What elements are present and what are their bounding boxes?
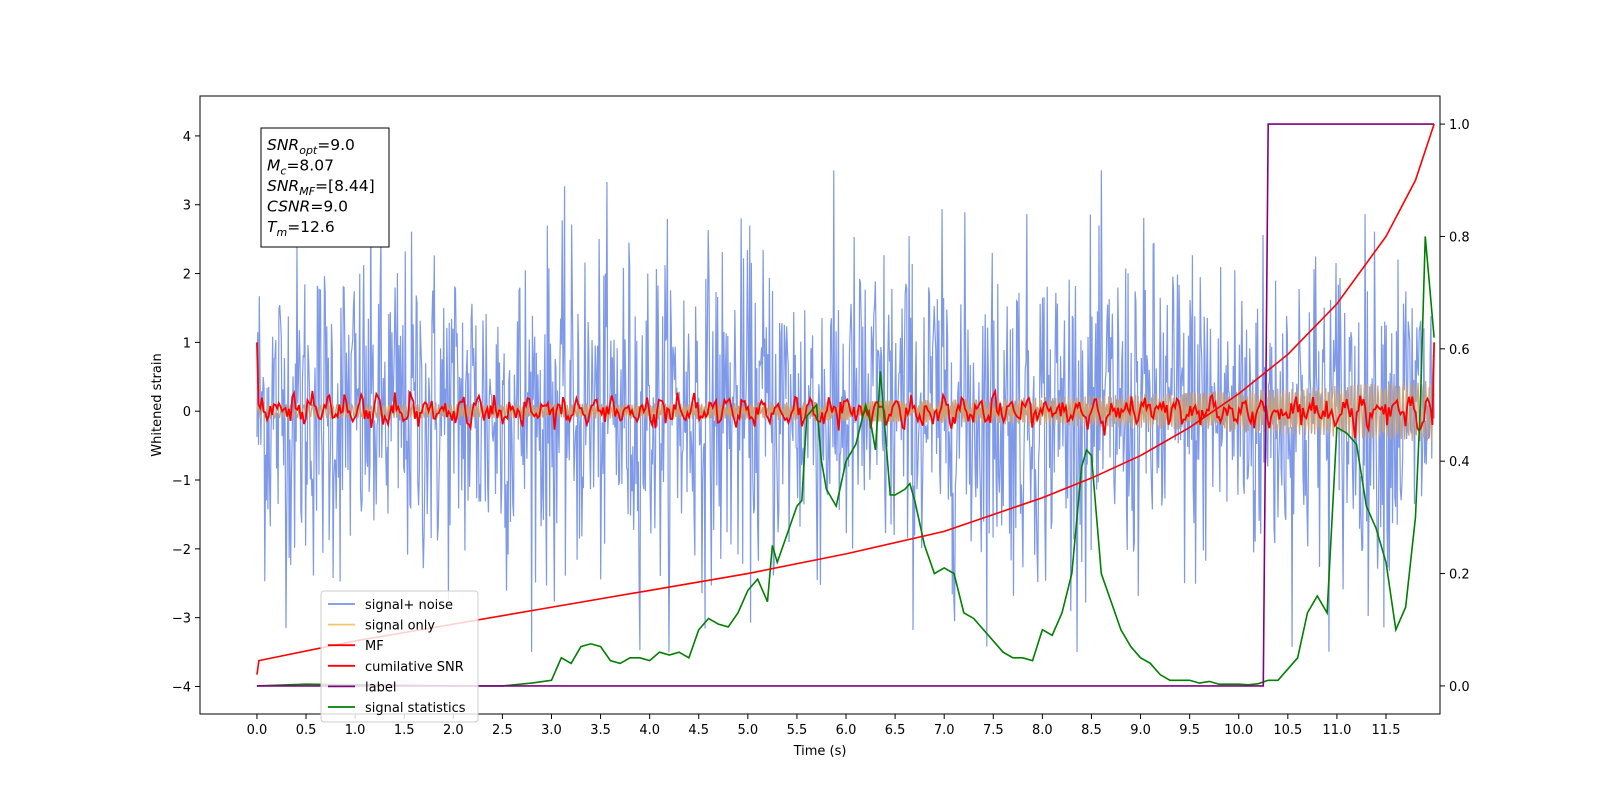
x-axis-label: Time (s) <box>793 744 847 759</box>
y-left-tick-label: 1 <box>183 336 191 351</box>
series-signal-noise <box>256 170 1435 653</box>
legend-label: signal statistics <box>365 701 466 716</box>
annotation-line: SNRopt=9.0 <box>267 136 355 157</box>
y-right-tick-label: 0.2 <box>1449 568 1470 583</box>
y-left-tick-label: 0 <box>183 405 191 420</box>
x-tick-label: 1.5 <box>394 723 415 738</box>
legend-label: cumilative SNR <box>365 660 464 675</box>
y-left-tick-label: 2 <box>183 268 191 283</box>
x-tick-label: 8.0 <box>1032 723 1053 738</box>
y-right-tick-label: 0.0 <box>1449 680 1470 695</box>
annotation-line: CSNR=9.0 <box>267 198 348 216</box>
annotation-line: Mc=8.07 <box>267 157 334 178</box>
y-left-tick-label: 3 <box>183 199 191 214</box>
legend: signal+ noise signal only MF cumilative SNR… <box>320 590 479 723</box>
y-right-tick-label: 0.4 <box>1449 455 1470 470</box>
y-right-tick-label: 1.0 <box>1449 118 1470 133</box>
annotation-line: SNRMF=[8.44] <box>267 177 375 198</box>
x-tick-label: 0.0 <box>247 723 268 738</box>
y-axis-right-ticks: 0.0 0.2 0.4 0.6 0.8 1.0 <box>1440 118 1470 695</box>
legend-label: signal only <box>365 619 435 634</box>
x-tick-label: 7.0 <box>934 723 955 738</box>
series-signal-statistics <box>256 236 1435 687</box>
x-tick-label: 3.0 <box>541 723 562 738</box>
y-left-tick-label: −3 <box>172 612 191 627</box>
x-tick-label: 9.0 <box>1130 723 1151 738</box>
x-tick-label: 6.5 <box>885 723 906 738</box>
annotation-frame <box>260 127 390 248</box>
y-left-tick-label: −1 <box>172 474 191 489</box>
legend-frame <box>320 590 479 723</box>
y-right-tick-label: 0.8 <box>1449 230 1470 245</box>
x-tick-label: 11.5 <box>1372 723 1401 738</box>
plot-frame <box>199 95 1441 715</box>
x-tick-label: 10.0 <box>1224 723 1253 738</box>
x-tick-label: 1.0 <box>345 723 366 738</box>
x-tick-label: 10.5 <box>1273 723 1302 738</box>
series-label <box>256 123 1435 687</box>
y-left-tick-label: 4 <box>183 130 191 145</box>
x-axis-ticks: 0.0 0.5 1.0 1.5 2.0 2.5 3.0 3.5 4.0 4.5 5.0 5.5 6.0 6… <box>247 714 1401 738</box>
y-axis-left-ticks: −4 −3 −2 −1 0 1 2 3 4 <box>172 130 200 695</box>
x-tick-label: 4.5 <box>688 723 709 738</box>
x-tick-label: 7.5 <box>983 723 1004 738</box>
x-tick-label: 5.5 <box>787 723 808 738</box>
y-left-tick-label: −4 <box>172 680 191 695</box>
x-tick-label: 8.5 <box>1081 723 1102 738</box>
legend-label: label <box>365 680 396 695</box>
x-tick-label: 2.0 <box>443 723 464 738</box>
series-mf <box>256 342 1436 439</box>
x-tick-label: 0.5 <box>296 723 317 738</box>
annotation-line: Tm=12.6 <box>267 218 335 239</box>
x-tick-label: 3.5 <box>590 723 611 738</box>
x-tick-label: 11.0 <box>1322 723 1351 738</box>
x-tick-label: 5.0 <box>737 723 758 738</box>
y-axis-label: Whitened strain <box>150 353 165 456</box>
x-tick-label: 2.5 <box>492 723 513 738</box>
y-right-tick-label: 0.6 <box>1449 343 1470 358</box>
legend-label: signal+ noise <box>365 598 453 613</box>
x-tick-label: 4.0 <box>639 723 660 738</box>
x-tick-label: 6.0 <box>836 723 857 738</box>
legend-label: MF <box>365 639 384 654</box>
y-left-tick-label: −2 <box>172 543 191 558</box>
x-tick-label: 9.5 <box>1179 723 1200 738</box>
